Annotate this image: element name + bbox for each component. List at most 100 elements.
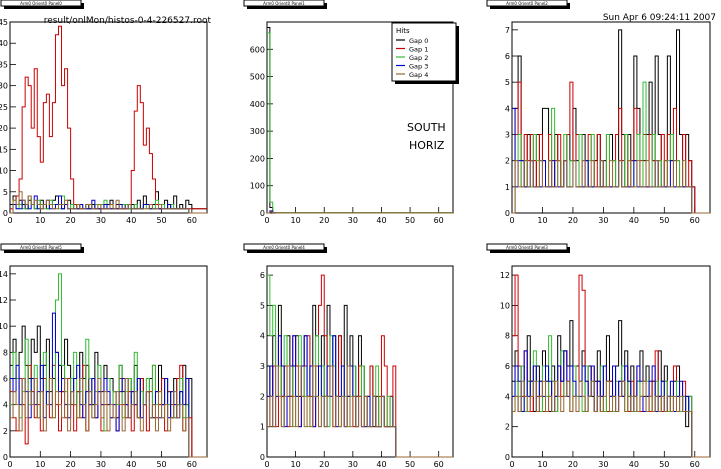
legend-box [391, 22, 457, 82]
y-tick-label: 0 [260, 453, 265, 462]
x-tick-label: 60 [187, 216, 197, 225]
hist-series [267, 211, 453, 214]
x-tick-label: 20 [319, 460, 329, 469]
x-tick-label: 0 [509, 216, 514, 225]
y-tick-label: 10 [0, 322, 8, 331]
x-tick-label: 50 [405, 216, 415, 225]
x-tick-label: 60 [187, 460, 197, 469]
y-tick-label: 40 [0, 39, 8, 48]
x-tick-label: 0 [509, 460, 514, 469]
plot-frame [9, 21, 208, 214]
y-tick-label: 0 [260, 209, 265, 218]
y-tick-label: 3 [505, 131, 510, 140]
panel-title-box [243, 243, 325, 251]
y-tick-label: 2 [505, 157, 510, 166]
panel-title: Arm0 Orient0 Panel0 [20, 1, 62, 6]
y-tick-label: 0 [505, 453, 510, 462]
legend-entry-label: Gap 1 [409, 46, 428, 54]
y-tick-label: 6 [505, 52, 510, 61]
panel-title-box [486, 0, 568, 7]
hist-series [512, 160, 710, 214]
x-tick-label: 10 [291, 216, 301, 225]
y-tick-label: 200 [250, 154, 265, 163]
x-tick-label: 50 [156, 460, 166, 469]
y-tick-label: 7 [505, 26, 510, 35]
x-tick-label: 10 [537, 460, 547, 469]
x-tick-label: 0 [7, 460, 12, 469]
x-tick-label: 30 [598, 216, 608, 225]
histogram-panel: Arm0 Orient0 Panel5 0 2 4 6 8 10 12 14 0 10 20 30 40 5… [0, 243, 208, 469]
timestamp: Sun Apr 6 09:24:11 2007 [603, 13, 716, 23]
x-tick-label: 20 [568, 460, 578, 469]
x-tick-label: 50 [405, 460, 415, 469]
x-tick-label: 40 [376, 216, 386, 225]
legend-title: Hits [396, 27, 410, 35]
annotation-horiz: HORIZ [409, 139, 445, 152]
x-tick-label: 10 [35, 216, 45, 225]
y-tick-label: 2 [3, 427, 8, 436]
y-tick-label: 8 [3, 348, 8, 357]
plot-frame [266, 265, 454, 458]
y-tick-label: 15 [0, 145, 8, 154]
y-tick-label: 300 [250, 127, 265, 136]
plot-frame [9, 265, 208, 458]
y-tick-label: 4 [3, 401, 8, 410]
panel-title-box [243, 0, 325, 7]
hist-series [512, 380, 710, 458]
y-tick-label: 2 [260, 392, 265, 401]
y-tick-label: 400 [250, 100, 265, 109]
y-tick-label: 2 [505, 423, 510, 432]
y-tick-label: 35 [0, 60, 8, 69]
y-tick-label: 30 [0, 82, 8, 91]
y-tick-label: 25 [0, 103, 8, 112]
x-tick-label: 10 [35, 460, 45, 469]
x-tick-label: 30 [96, 460, 106, 469]
x-tick-label: 60 [690, 460, 700, 469]
y-tick-label: 10 [0, 167, 8, 176]
x-tick-label: 0 [264, 216, 269, 225]
y-tick-label: 6 [3, 375, 8, 384]
y-tick-label: 0 [505, 209, 510, 218]
y-tick-label: 5 [505, 78, 510, 87]
x-tick-label: 50 [659, 460, 669, 469]
x-tick-label: 30 [598, 460, 608, 469]
x-tick-label: 40 [376, 460, 386, 469]
x-tick-label: 10 [291, 460, 301, 469]
y-tick-label: 5 [260, 301, 265, 310]
y-tick-label: 4 [505, 392, 510, 401]
x-tick-label: 0 [7, 216, 12, 225]
legend-entry-label: Gap 3 [409, 63, 428, 71]
y-tick-label: 12 [0, 296, 8, 305]
panel-title-box [486, 243, 568, 251]
x-tick-label: 30 [348, 216, 358, 225]
annotation-south: SOUTH [407, 121, 446, 134]
x-tick-label: 0 [264, 460, 269, 469]
x-tick-label: 50 [156, 216, 166, 225]
x-tick-label: 10 [537, 216, 547, 225]
y-tick-label: 4 [505, 104, 510, 113]
y-tick-label: 45 [0, 18, 8, 27]
x-tick-label: 40 [126, 460, 136, 469]
y-tick-label: 4 [260, 332, 265, 341]
panel-title: Arm0 Orient0 Panel4 [263, 245, 305, 250]
y-tick-label: 500 [250, 73, 265, 82]
plot-frame [511, 21, 711, 214]
panel-title-box [0, 243, 82, 251]
legend-entry-label: Gap 2 [409, 54, 428, 62]
y-tick-label: 1 [505, 183, 510, 192]
histogram-panel: Arm0 Orient0 Panel1 0 100 200 300 400 500 600 0 1… [243, 0, 454, 225]
y-tick-label: 8 [505, 332, 510, 341]
histogram-panel: Arm0 Orient0 Panel2 0 1 2 3 4 5 6 7 0 10 20 30 40 50 60 [486, 0, 711, 225]
hist-series [10, 378, 207, 458]
y-tick-label: 6 [260, 271, 265, 280]
y-tick-label: 6 [505, 362, 510, 371]
panel-title-box [0, 0, 82, 7]
panel-title: Arm0 Orient0 Panel1 [263, 1, 305, 6]
hist-series [10, 312, 207, 458]
x-tick-label: 40 [126, 216, 136, 225]
panel-title: Arm0 Orient0 Panel5 [20, 245, 62, 250]
